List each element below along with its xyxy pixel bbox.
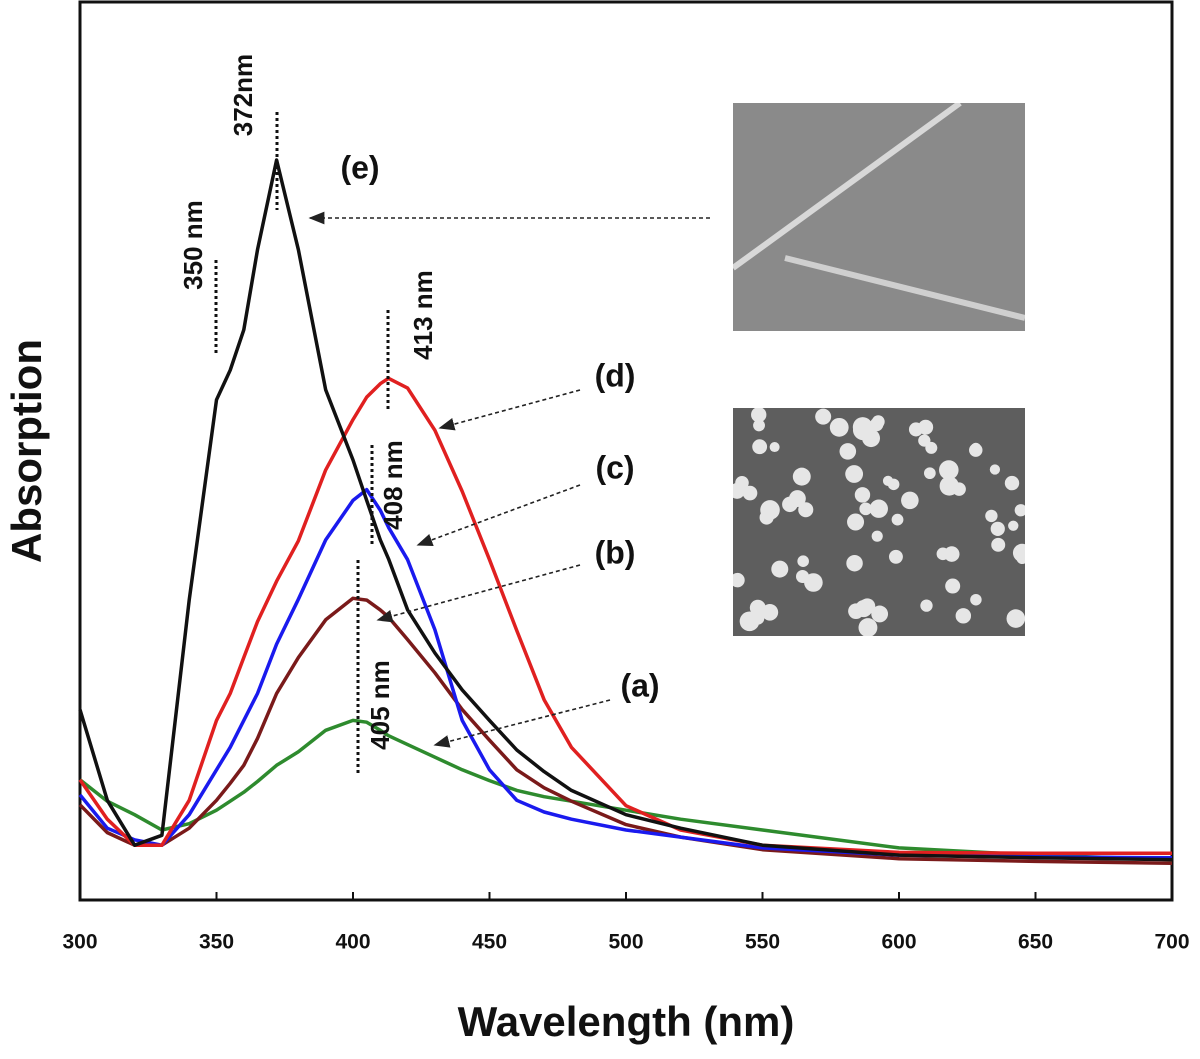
peak-annotation: 413 nm xyxy=(408,270,438,360)
particle xyxy=(990,521,1005,536)
particle xyxy=(751,612,765,625)
series-line xyxy=(78,158,1173,862)
peak-annotation: 408 nm xyxy=(378,440,408,530)
particle xyxy=(852,417,873,437)
peak-annotation: 372nm xyxy=(228,54,258,136)
x-tick-label: 600 xyxy=(881,931,916,954)
particle xyxy=(798,502,814,518)
particle xyxy=(936,547,950,561)
series-label: (b) xyxy=(595,534,636,570)
series-line xyxy=(78,718,1173,862)
particle xyxy=(847,513,865,531)
x-tick-label: 300 xyxy=(62,931,97,954)
particle xyxy=(1004,475,1020,491)
particle xyxy=(733,572,745,588)
peak-annotation: 405 nm xyxy=(365,660,395,750)
particle xyxy=(753,419,765,432)
particle xyxy=(970,594,982,606)
particle xyxy=(939,476,959,496)
particle xyxy=(888,549,903,564)
particle xyxy=(788,490,806,507)
particle xyxy=(985,509,998,523)
particle xyxy=(829,417,849,437)
particle xyxy=(792,467,811,486)
particle xyxy=(871,605,889,623)
particle xyxy=(769,442,780,453)
x-axis-label: Wavelength (nm) xyxy=(458,998,795,1045)
particle xyxy=(923,467,936,480)
label-arrow xyxy=(438,389,581,431)
particle xyxy=(759,510,774,525)
x-tick-label: 350 xyxy=(199,931,234,954)
particle xyxy=(1008,520,1019,531)
y-axis-label: Absorption xyxy=(3,339,50,563)
inset-nanowires xyxy=(733,103,1025,331)
particle xyxy=(797,555,809,567)
particle xyxy=(901,491,919,510)
series-line xyxy=(78,487,1173,860)
particle xyxy=(815,408,832,425)
particle xyxy=(939,460,959,480)
particle xyxy=(920,599,933,612)
particle xyxy=(945,578,961,594)
series-label: (d) xyxy=(595,357,636,393)
particle xyxy=(1006,609,1025,628)
particle xyxy=(859,502,873,516)
particle xyxy=(839,443,857,460)
particle xyxy=(771,560,789,578)
label-arrow xyxy=(416,484,581,547)
series-label: (a) xyxy=(620,667,659,703)
x-tick-label: 400 xyxy=(335,931,370,954)
particle xyxy=(854,487,871,503)
particle xyxy=(925,441,938,454)
particle xyxy=(969,443,983,457)
particle xyxy=(891,513,904,526)
particle xyxy=(955,608,972,624)
label-arrow xyxy=(376,564,581,623)
peak-annotation: 350 nm xyxy=(178,200,208,290)
particle xyxy=(751,408,767,423)
x-tick-label: 700 xyxy=(1154,931,1189,954)
x-tick-label: 650 xyxy=(1018,931,1053,954)
inset-nanoparticles xyxy=(733,408,1025,636)
particle xyxy=(845,465,864,483)
x-tick-label: 450 xyxy=(472,931,507,954)
particle xyxy=(991,537,1006,552)
label-arrow xyxy=(433,699,611,748)
particle xyxy=(869,499,888,518)
series-line xyxy=(78,596,1173,865)
particle xyxy=(733,483,745,499)
particle xyxy=(1014,504,1025,517)
particle xyxy=(882,475,894,486)
series-line xyxy=(78,376,1172,856)
series-label: (c) xyxy=(595,449,634,485)
x-tick-label: 550 xyxy=(745,931,780,954)
particle xyxy=(908,422,923,437)
series-label: (e) xyxy=(340,149,379,185)
particle xyxy=(752,439,768,455)
particle xyxy=(858,618,878,636)
particle xyxy=(871,530,883,542)
particle xyxy=(1016,552,1025,565)
x-tick-label: 500 xyxy=(608,931,643,954)
particle xyxy=(795,569,810,584)
particle xyxy=(848,603,864,620)
particle xyxy=(742,485,758,501)
particle xyxy=(989,464,1001,475)
particle xyxy=(846,554,863,572)
particle xyxy=(761,603,779,621)
particle xyxy=(869,417,884,432)
